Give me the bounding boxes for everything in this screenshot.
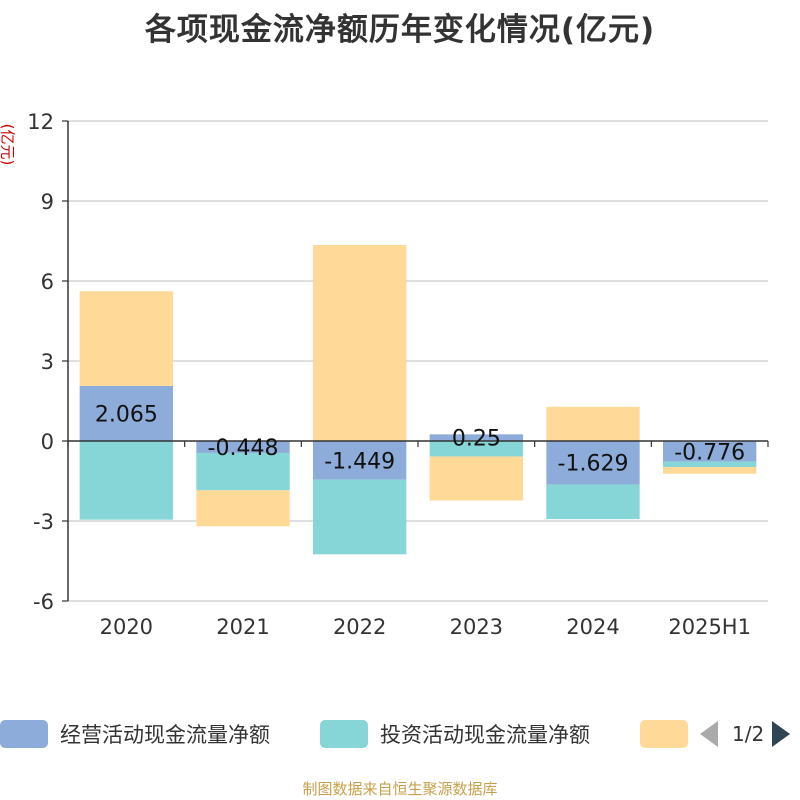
bar-series3-2023[interactable]	[429, 456, 523, 501]
y-tick-label: 0	[41, 430, 54, 454]
legend-prev-icon[interactable]	[700, 721, 718, 747]
bar-series1-2024[interactable]	[546, 441, 640, 485]
x-tick-label-2025H1: 2025H1	[668, 615, 751, 639]
legend-item-3[interactable]	[640, 716, 688, 752]
x-tick-label-2021: 2021	[216, 615, 269, 639]
bar-series2-2022[interactable]	[313, 479, 407, 555]
data-label-2023: 0.25	[452, 427, 501, 452]
bar-series3-2021[interactable]	[196, 490, 290, 527]
bar-series2-2025H1[interactable]	[663, 461, 757, 468]
bar-series1-2021[interactable]	[196, 441, 290, 453]
bar-series1-2020[interactable]	[79, 385, 173, 441]
data-label-2025H1: -0.776	[674, 440, 745, 465]
x-tick-label-2020: 2020	[100, 615, 153, 639]
y-tick-label: -3	[33, 510, 54, 534]
bar-series2-2020[interactable]	[79, 441, 173, 520]
x-tick-label-2022: 2022	[333, 615, 386, 639]
bar-series2-2021[interactable]	[196, 452, 290, 491]
bar-series1-2022[interactable]	[313, 441, 407, 480]
y-axis-unit: (亿元)	[0, 123, 17, 166]
bars	[79, 245, 757, 555]
y-tick-label: 9	[41, 190, 54, 214]
bar-series2-2024[interactable]	[546, 484, 640, 520]
legend-label: 投资活动现金流量净额	[380, 723, 590, 747]
bar-series2-2023[interactable]	[429, 441, 523, 457]
chart-title: 各项现金流净额历年变化情况(亿元)	[144, 12, 656, 48]
legend-item-1[interactable]: 经营活动现金流量净额	[0, 716, 270, 752]
bar-series3-2020[interactable]	[79, 291, 173, 386]
data-label-2022: -1.449	[324, 449, 395, 474]
stacked-bar-chart: -6 -3 0 3 6 9 12 2020 2021 2022 2023 2024 2025H1 2.0…	[27, 110, 769, 639]
legend-label: 经营活动现金流量净额	[60, 723, 270, 747]
x-tick-label-2024: 2024	[566, 615, 619, 639]
legend-swatch	[0, 720, 48, 748]
legend-swatch	[640, 720, 688, 748]
y-tick-label: 12	[27, 110, 54, 134]
legend-swatch	[320, 720, 368, 748]
data-label-2024: -1.629	[558, 452, 629, 477]
legend-pager: 1/2	[700, 716, 800, 752]
data-label-2020: 2.065	[95, 402, 158, 427]
bar-series1-2025H1[interactable]	[663, 441, 757, 462]
legend-item-2[interactable]: 投资活动现金流量净额	[320, 716, 590, 752]
legend: 经营活动现金流量净额 投资活动现金流量净额	[0, 716, 800, 752]
x-tick-label-2023: 2023	[450, 615, 503, 639]
axes: -6 -3 0 3 6 9 12 2020 2021 2022 2023 2024 2025H1	[27, 110, 769, 639]
bar-series3-2022[interactable]	[313, 245, 407, 441]
data-labels: 2.065 -0.448 -1.449 0.25 -1.629 -0.776	[95, 402, 745, 476]
data-source-note: 制图数据来自恒生聚源数据库	[302, 780, 498, 798]
bar-series1-2023[interactable]	[429, 434, 523, 441]
legend-next-icon[interactable]	[772, 721, 791, 747]
y-tick-label: 3	[41, 350, 54, 374]
legend-page-indicator: 1/2	[732, 722, 765, 746]
grid-lines	[68, 120, 768, 602]
y-tick-label: 6	[41, 270, 54, 294]
y-tick-label: -6	[33, 590, 54, 614]
bar-series3-2024[interactable]	[546, 406, 640, 441]
data-label-2021: -0.448	[208, 436, 279, 461]
bar-series3-2025H1[interactable]	[663, 467, 757, 474]
